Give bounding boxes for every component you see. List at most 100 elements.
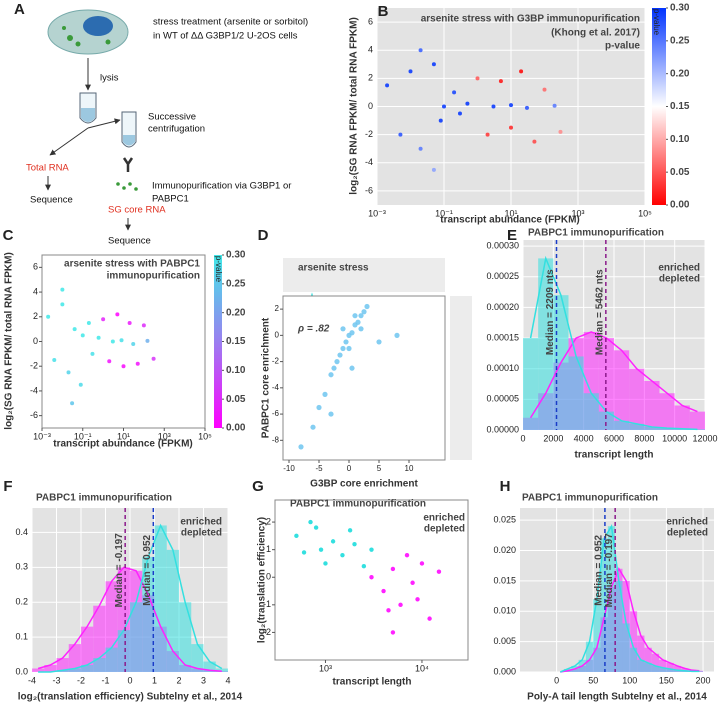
y-axis-label: log₂(SG RNA FPKM/ total RNA FPKM) bbox=[349, 17, 360, 195]
panel-a: A stress treatment (arsenite or sorbitol… bbox=[14, 1, 308, 247]
plot-background bbox=[282, 295, 446, 461]
colorbar-tick-label: 0.20 bbox=[670, 68, 690, 79]
y-tick-label: -6 bbox=[30, 410, 38, 420]
point bbox=[431, 167, 436, 172]
y-tick-label: 0.0 bbox=[15, 666, 28, 676]
legend-entry: enriched bbox=[666, 517, 708, 528]
legend-entry: depleted bbox=[667, 528, 708, 539]
x-tick-label: 10⁻¹ bbox=[74, 431, 92, 441]
point bbox=[346, 345, 352, 352]
granule bbox=[67, 35, 73, 41]
hist-bar bbox=[637, 635, 645, 672]
point bbox=[301, 550, 307, 555]
point bbox=[418, 48, 423, 53]
point bbox=[361, 564, 367, 569]
point bbox=[352, 313, 358, 319]
point bbox=[90, 351, 95, 356]
point bbox=[298, 444, 304, 450]
legend-entry: depleted bbox=[424, 524, 465, 535]
colorbar-tick-label: 0.00 bbox=[226, 423, 246, 434]
panel-label: E bbox=[507, 227, 517, 244]
colorbar-tick-label: 0.10 bbox=[670, 134, 690, 145]
y-tick-label: -2 bbox=[263, 627, 271, 637]
x-tick-label: 4000 bbox=[574, 433, 594, 443]
point bbox=[318, 547, 324, 552]
density-line bbox=[37, 566, 222, 673]
panel-label: A bbox=[14, 1, 25, 18]
hist-bar bbox=[600, 538, 608, 672]
hist-bar bbox=[68, 668, 81, 672]
y-tick-label: 0 bbox=[275, 330, 280, 339]
hist-bar bbox=[523, 338, 539, 430]
x-tick-label: 10000 bbox=[662, 433, 687, 443]
y-tick-label: 0 bbox=[368, 101, 373, 111]
point bbox=[316, 404, 322, 411]
x-tick-label: 4 bbox=[225, 675, 230, 685]
hist-bar bbox=[81, 626, 94, 672]
point bbox=[381, 588, 386, 594]
y-tick-label: 0 bbox=[33, 336, 38, 346]
point bbox=[398, 132, 403, 137]
granule bbox=[122, 186, 126, 190]
y-tick-label: -6 bbox=[272, 409, 280, 418]
hist-bar bbox=[32, 668, 45, 672]
y-tick-label: 0.020 bbox=[493, 545, 516, 555]
point bbox=[131, 341, 136, 346]
colorbar-tick-label: 0.20 bbox=[226, 307, 246, 318]
point bbox=[386, 608, 391, 613]
x-tick-label: 100 bbox=[622, 675, 637, 685]
x-tick-label: 10³ bbox=[571, 208, 584, 218]
x-tick-label: 8000 bbox=[634, 433, 654, 443]
point bbox=[415, 597, 420, 602]
median-label: Median = -0.197 bbox=[604, 533, 615, 608]
point bbox=[442, 104, 446, 109]
chart-title: arsenite stress with G3BP immunopurifica… bbox=[421, 14, 640, 25]
point bbox=[364, 303, 370, 310]
colorbar-tick-label: 0.25 bbox=[226, 278, 246, 289]
point bbox=[376, 339, 382, 345]
point bbox=[331, 365, 337, 371]
hist-bar bbox=[644, 380, 660, 430]
point bbox=[491, 104, 496, 109]
point bbox=[107, 359, 112, 364]
hist-bar bbox=[215, 668, 228, 672]
point bbox=[52, 358, 57, 363]
point bbox=[385, 83, 390, 88]
colorbar-tick-label: 0.30 bbox=[670, 3, 690, 14]
density-line bbox=[560, 567, 700, 673]
point bbox=[390, 566, 396, 572]
y-tick-label: 0.00030 bbox=[486, 241, 519, 251]
hist-bar bbox=[629, 647, 638, 672]
hist-bar bbox=[689, 411, 705, 430]
point bbox=[328, 372, 334, 378]
x-tick-label: 10⁵ bbox=[198, 431, 212, 441]
x-tick-label: 10³ bbox=[158, 431, 171, 441]
y-tick-label: 6 bbox=[368, 16, 373, 26]
point bbox=[323, 561, 328, 566]
x-tick-label: 5 bbox=[377, 464, 382, 473]
point bbox=[436, 569, 442, 574]
point bbox=[358, 313, 364, 319]
hist-bar bbox=[585, 641, 594, 672]
x-tick-label: 10⁵ bbox=[638, 208, 652, 218]
x-tick-label: -5 bbox=[315, 464, 323, 473]
point bbox=[60, 302, 65, 307]
hist-bar bbox=[154, 525, 167, 672]
colorbar-tick-label: 0.05 bbox=[226, 394, 246, 405]
point bbox=[457, 111, 462, 116]
y-tick-label: 0.00025 bbox=[486, 271, 519, 281]
panel-label: C bbox=[3, 227, 14, 244]
y-tick-label: 2 bbox=[33, 311, 38, 321]
step-text: Sequence bbox=[30, 195, 73, 206]
chart-title: arsenite stress bbox=[298, 263, 369, 274]
y-tick-label: 1 bbox=[266, 544, 271, 554]
x-tick-label: 0 bbox=[520, 433, 525, 443]
point bbox=[78, 382, 83, 387]
legend-entry: depleted bbox=[659, 274, 700, 285]
nucleus bbox=[83, 16, 113, 36]
colorbar-label: p-value bbox=[214, 256, 223, 283]
y-tick-label: 0.00020 bbox=[486, 302, 519, 312]
hist-bar bbox=[673, 670, 682, 672]
y-tick-label: -8 bbox=[272, 435, 280, 444]
